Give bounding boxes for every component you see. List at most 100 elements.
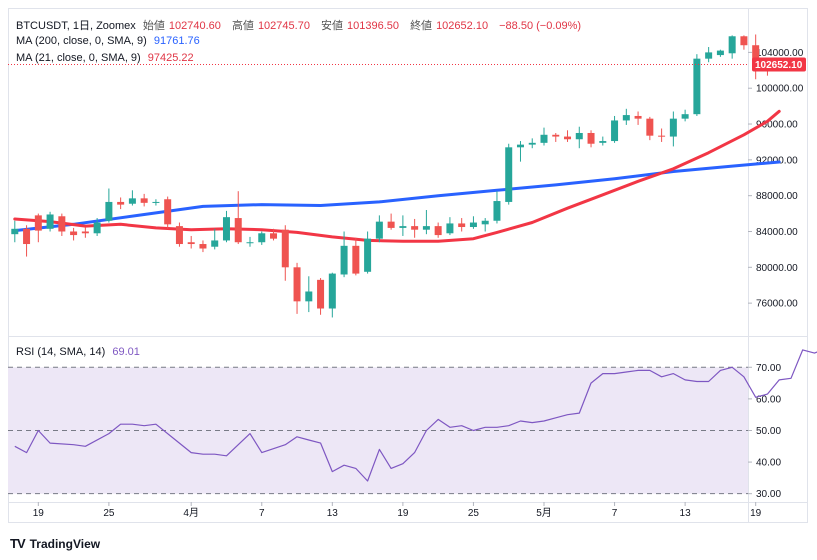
- candle-body: [270, 233, 278, 239]
- time-tick-label: 19: [33, 508, 45, 519]
- candle-body: [105, 201, 113, 221]
- candle-body: [81, 231, 89, 234]
- candle-body: [458, 223, 466, 228]
- candle-body: [399, 226, 407, 228]
- low-value: 101396.50: [347, 20, 399, 32]
- candle-body: [740, 36, 748, 46]
- ma200-label: MA (200, close, 0, SMA, 9): [16, 35, 147, 47]
- candle-body: [505, 147, 513, 202]
- candle-body: [599, 141, 607, 143]
- candle-body: [552, 134, 560, 137]
- candle-body: [317, 279, 325, 309]
- candle-body: [222, 217, 230, 241]
- candle-body: [199, 244, 207, 249]
- rsi-tick-label: 70.00: [756, 363, 781, 374]
- candle-body: [446, 223, 454, 234]
- open-value: 102740.60: [168, 20, 221, 32]
- open-label: 始値: [142, 20, 165, 32]
- candle-body: [411, 226, 419, 230]
- candle-body: [246, 242, 254, 244]
- low-label: 安値: [321, 20, 343, 32]
- price-tick-label: 100000.00: [756, 84, 804, 95]
- price-tick-label: 76000.00: [756, 299, 798, 310]
- candle-body: [175, 226, 183, 245]
- candle-body: [234, 218, 242, 243]
- candle-body: [716, 50, 724, 56]
- time-tick-label: 4月: [183, 507, 199, 519]
- symbol-label[interactable]: BTCUSDT, 1日, Zoomex: [16, 20, 136, 32]
- price-tick-label: 96000.00: [756, 120, 798, 131]
- candle-body: [11, 228, 19, 235]
- brand-label: TradingView: [29, 536, 101, 551]
- time-tick-label: 25: [468, 508, 480, 519]
- ma21-label: MA (21, close, 0, SMA, 9): [16, 52, 141, 64]
- candle-body: [187, 242, 195, 245]
- candle-body: [516, 144, 524, 148]
- candle-body: [422, 226, 430, 230]
- rsi-value: 69.01: [112, 346, 140, 358]
- rsi-line: [14, 349, 817, 482]
- candle-body: [117, 201, 125, 205]
- candle-body: [70, 231, 78, 236]
- time-tick-label: 13: [680, 508, 692, 519]
- ma200-legend[interactable]: MA (200, close, 0, SMA, 9) 91761.76: [16, 35, 204, 47]
- ohlc-legend: BTCUSDT, 1日, Zoomex 始値 102740.60 高値 102745…: [16, 17, 585, 33]
- ma200-value: 91761.76: [153, 35, 200, 47]
- rsi-legend[interactable]: RSI (14, SMA, 14) 69.01: [16, 346, 144, 358]
- candle-body: [258, 233, 266, 243]
- candle-body: [46, 214, 54, 229]
- close-value: 102652.10: [436, 20, 489, 32]
- rsi-tick-label: 40.00: [756, 458, 781, 469]
- candle-body: [152, 201, 160, 203]
- candle-body: [481, 220, 489, 225]
- candle-body: [728, 36, 736, 54]
- rsi-tick-label: 50.00: [756, 426, 781, 437]
- candle-body: [693, 58, 701, 115]
- candle-body: [34, 215, 42, 231]
- candle-body: [364, 238, 372, 272]
- high-value: 102745.70: [257, 20, 310, 32]
- change-value: −88.50 (−0.09%): [499, 20, 582, 32]
- outer-border: [8, 8, 808, 523]
- candle-body: [493, 201, 501, 221]
- candle-body: [681, 114, 689, 119]
- candle-body: [211, 240, 219, 247]
- candle-body: [23, 228, 31, 245]
- candle-body: [540, 134, 548, 143]
- candle-body: [528, 142, 536, 145]
- candle-body: [611, 120, 619, 142]
- ma21-legend[interactable]: MA (21, close, 0, SMA, 9) 97425.22: [16, 52, 198, 64]
- candle-body: [622, 115, 630, 121]
- candle-body: [575, 132, 583, 140]
- price-tick-label: 88000.00: [756, 191, 798, 202]
- price-tick-label: 84000.00: [756, 227, 798, 238]
- candle-body: [469, 222, 477, 228]
- candle-body: [140, 198, 148, 203]
- candle-body: [646, 118, 654, 136]
- price-tick-label: 80000.00: [756, 263, 798, 274]
- time-tick-label: 13: [327, 508, 339, 519]
- candle-body: [434, 226, 442, 236]
- candle-body: [752, 45, 760, 62]
- time-tick-label: 7: [612, 508, 618, 519]
- time-tick-label: 5月: [536, 507, 552, 519]
- ma21-value: 97425.22: [147, 52, 194, 64]
- candle-body: [375, 221, 383, 239]
- time-tick-label: 25: [103, 508, 115, 519]
- rsi-label: RSI (14, SMA, 14): [16, 346, 106, 358]
- candle-body: [564, 136, 572, 140]
- tradingview-logo-icon: TV: [10, 536, 26, 551]
- ma21-line: [13, 109, 781, 243]
- candle-body: [58, 216, 66, 232]
- time-tick-label: 7: [259, 508, 265, 519]
- close-label: 終値: [410, 20, 433, 32]
- tradingview-brand[interactable]: TV TradingView: [10, 536, 100, 551]
- candle-body: [293, 267, 301, 302]
- candle-body: [305, 291, 313, 302]
- candle-body: [128, 198, 136, 204]
- rsi-tick-label: 30.00: [756, 489, 781, 500]
- price-badge-label: 102652.10: [755, 60, 803, 71]
- time-tick-label: 19: [750, 508, 762, 519]
